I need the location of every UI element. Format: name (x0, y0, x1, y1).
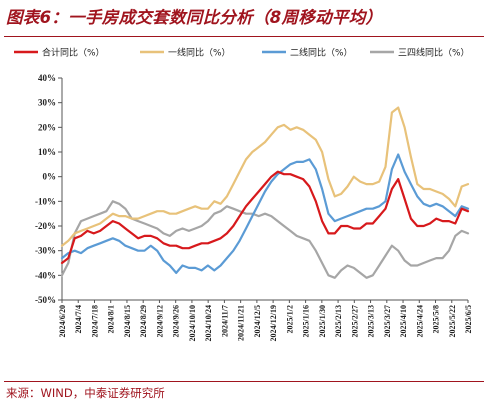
x-tick-label: 2025/4/24 (415, 305, 424, 337)
x-tick-label: 2025/3/13 (367, 305, 376, 337)
x-tick-label: 2024/9/26 (172, 305, 181, 337)
legend-label: 一线同比（%） (168, 47, 231, 59)
legend-label: 三四线同比（%） (398, 47, 470, 59)
x-tick-label: 2024/10/10 (188, 305, 197, 341)
x-tick-label: 2025/5/8 (432, 305, 441, 333)
series-line-0 (60, 170, 470, 265)
series-line-1 (60, 106, 470, 247)
y-tick-label: 30% (38, 98, 56, 108)
x-tick-label: 2024/7/18 (90, 305, 99, 337)
x-tick-label: 2024/12/19 (269, 305, 278, 341)
x-tick-label: 2025/2/13 (334, 305, 343, 337)
x-tick-label: 2024/11/7 (220, 305, 229, 337)
x-axis: 2024/6/20 2024/7/4 2024/7/18 2024/8/1 2024/8… (58, 299, 473, 341)
x-tick-label: 2024/12/5 (253, 305, 262, 337)
y-axis: 40% 30% 20% 10% 0% -10% -20% -30% -40% -50% (35, 73, 63, 305)
x-tick-label: 2025/6/5 (464, 305, 473, 333)
series-line-3 (60, 200, 470, 279)
y-tick-label: -40% (35, 270, 56, 280)
x-tick-label: 2024/10/24 (204, 305, 213, 341)
source-note: 来源：WIND，中泰证券研究所 (6, 386, 165, 400)
x-tick-label: 2025/2/27 (350, 305, 359, 337)
x-tick-label: 2024/8/29 (139, 305, 148, 337)
y-tick-label: 0% (43, 172, 57, 182)
y-tick-label: 40% (38, 73, 56, 83)
x-tick-label: 2024/9/12 (155, 305, 164, 337)
series-line-2 (60, 153, 470, 274)
line-chart: 合计同比（%） 一线同比（%） 二线同比（%） 三四线同比（%） 40% 30% 20% 1… (14, 47, 473, 341)
x-tick-label: 2025/5/22 (448, 305, 457, 337)
y-tick-label: 10% (38, 147, 56, 157)
series-lines (60, 106, 470, 279)
x-tick-label: 2024/6/20 (58, 305, 67, 337)
x-tick-label: 2025/1/2 (285, 305, 294, 333)
x-tick-label: 2024/8/1 (107, 305, 116, 333)
source-divider (4, 381, 484, 382)
x-tick-label: 2024/8/15 (123, 305, 132, 337)
x-tick-label: 2024/11/21 (237, 305, 246, 341)
x-tick-label: 2024/7/4 (74, 305, 83, 333)
x-tick-label: 2025/3/27 (383, 305, 392, 337)
y-tick-label: -10% (35, 196, 56, 206)
x-tick-label: 2025/1/16 (302, 305, 311, 337)
y-tick-label: 20% (38, 122, 56, 132)
chart-title: 图表6：一手房成交套数同比分析（8周移动平均） (6, 8, 383, 27)
x-tick-label: 2025/4/10 (399, 305, 408, 337)
x-tick-label: 2025/1/30 (318, 305, 327, 337)
chart-legend: 合计同比（%） 一线同比（%） 二线同比（%） 三四线同比（%） (14, 47, 470, 59)
y-tick-label: -30% (35, 246, 56, 256)
y-tick-label: -50% (35, 295, 56, 305)
legend-label: 合计同比（%） (42, 47, 105, 59)
legend-label: 二线同比（%） (290, 47, 353, 59)
y-tick-label: -20% (35, 221, 56, 231)
title-divider (4, 36, 484, 37)
